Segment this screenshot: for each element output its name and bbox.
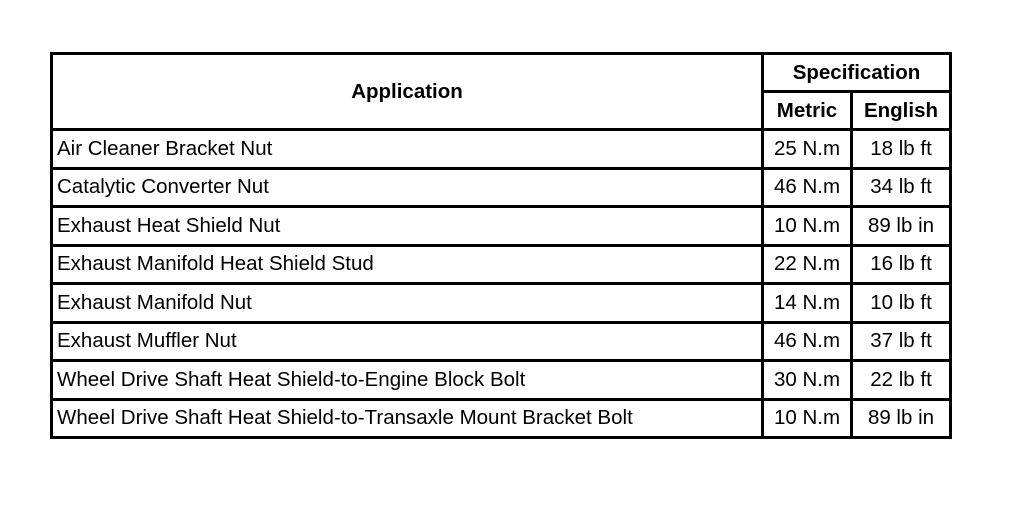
application-cell: Wheel Drive Shaft Heat Shield-to-Transax… — [50, 397, 764, 439]
header-english: English — [850, 90, 952, 131]
english-cell: 16 lb ft — [850, 243, 952, 285]
table-row: Wheel Drive Shaft Heat Shield-to-Engine … — [50, 359, 952, 401]
application-cell: Exhaust Muffler Nut — [50, 320, 764, 362]
english-cell: 89 lb in — [850, 397, 952, 439]
metric-cell: 46 N.m — [761, 166, 853, 208]
english-cell: 34 lb ft — [850, 166, 952, 208]
metric-cell: 14 N.m — [761, 282, 853, 324]
table-row: Exhaust Muffler Nut 46 N.m 37 lb ft — [50, 320, 952, 362]
english-cell: 10 lb ft — [850, 282, 952, 324]
header-application: Application — [50, 52, 764, 131]
table-row: Air Cleaner Bracket Nut 25 N.m 18 lb ft — [50, 128, 952, 170]
subheader-row: Metric English — [52, 90, 952, 131]
metric-cell: 10 N.m — [761, 205, 853, 247]
table-row: Exhaust Manifold Heat Shield Stud 22 N.m 1… — [50, 243, 952, 285]
metric-cell: 22 N.m — [761, 243, 853, 285]
application-cell: Wheel Drive Shaft Heat Shield-to-Engine … — [50, 359, 764, 401]
english-cell: 89 lb in — [850, 205, 952, 247]
table-row: Exhaust Manifold Nut 14 N.m 10 lb ft — [50, 282, 952, 324]
application-cell: Exhaust Manifold Nut — [50, 282, 764, 324]
table-row: Exhaust Heat Shield Nut 10 N.m 89 lb in — [50, 205, 952, 247]
english-cell: 37 lb ft — [850, 320, 952, 362]
metric-cell: 46 N.m — [761, 320, 853, 362]
table-row: Wheel Drive Shaft Heat Shield-to-Transax… — [50, 397, 952, 439]
header-metric: Metric — [761, 90, 853, 131]
application-cell: Exhaust Manifold Heat Shield Stud — [50, 243, 764, 285]
table-row: Catalytic Converter Nut 46 N.m 34 lb ft — [50, 166, 952, 208]
header-row: Application Specification — [50, 52, 952, 131]
metric-cell: 25 N.m — [761, 128, 853, 170]
torque-spec-table: Application Specification Metric English… — [50, 52, 952, 439]
header-specification: Specification — [761, 52, 952, 93]
metric-cell: 30 N.m — [761, 359, 853, 401]
application-cell: Air Cleaner Bracket Nut — [50, 128, 764, 170]
english-cell: 18 lb ft — [850, 128, 952, 170]
english-cell: 22 lb ft — [850, 359, 952, 401]
metric-cell: 10 N.m — [761, 397, 853, 439]
application-cell: Catalytic Converter Nut — [50, 166, 764, 208]
application-cell: Exhaust Heat Shield Nut — [50, 205, 764, 247]
